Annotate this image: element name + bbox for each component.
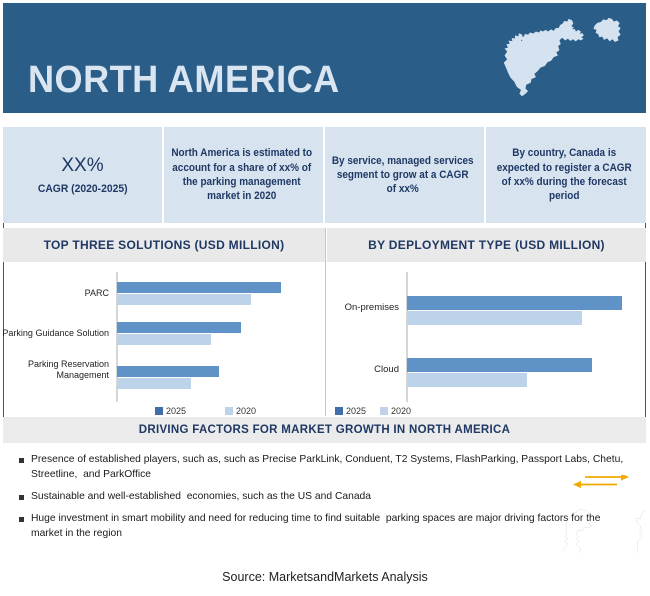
svg-text:PARC: PARC	[85, 288, 110, 298]
svg-text:2020: 2020	[236, 406, 256, 416]
svg-text:Cloud: Cloud	[374, 364, 399, 375]
svg-text:2025: 2025	[346, 406, 366, 416]
svg-text:Parking Reservation: Parking Reservation	[28, 359, 109, 369]
svg-text:2025: 2025	[166, 406, 186, 416]
svg-text:On-premises: On-premises	[345, 302, 400, 313]
svg-text:Management: Management	[56, 370, 109, 380]
svg-text:Parking Guidance Solution: Parking Guidance Solution	[3, 328, 109, 338]
svg-text:2020: 2020	[391, 406, 411, 416]
